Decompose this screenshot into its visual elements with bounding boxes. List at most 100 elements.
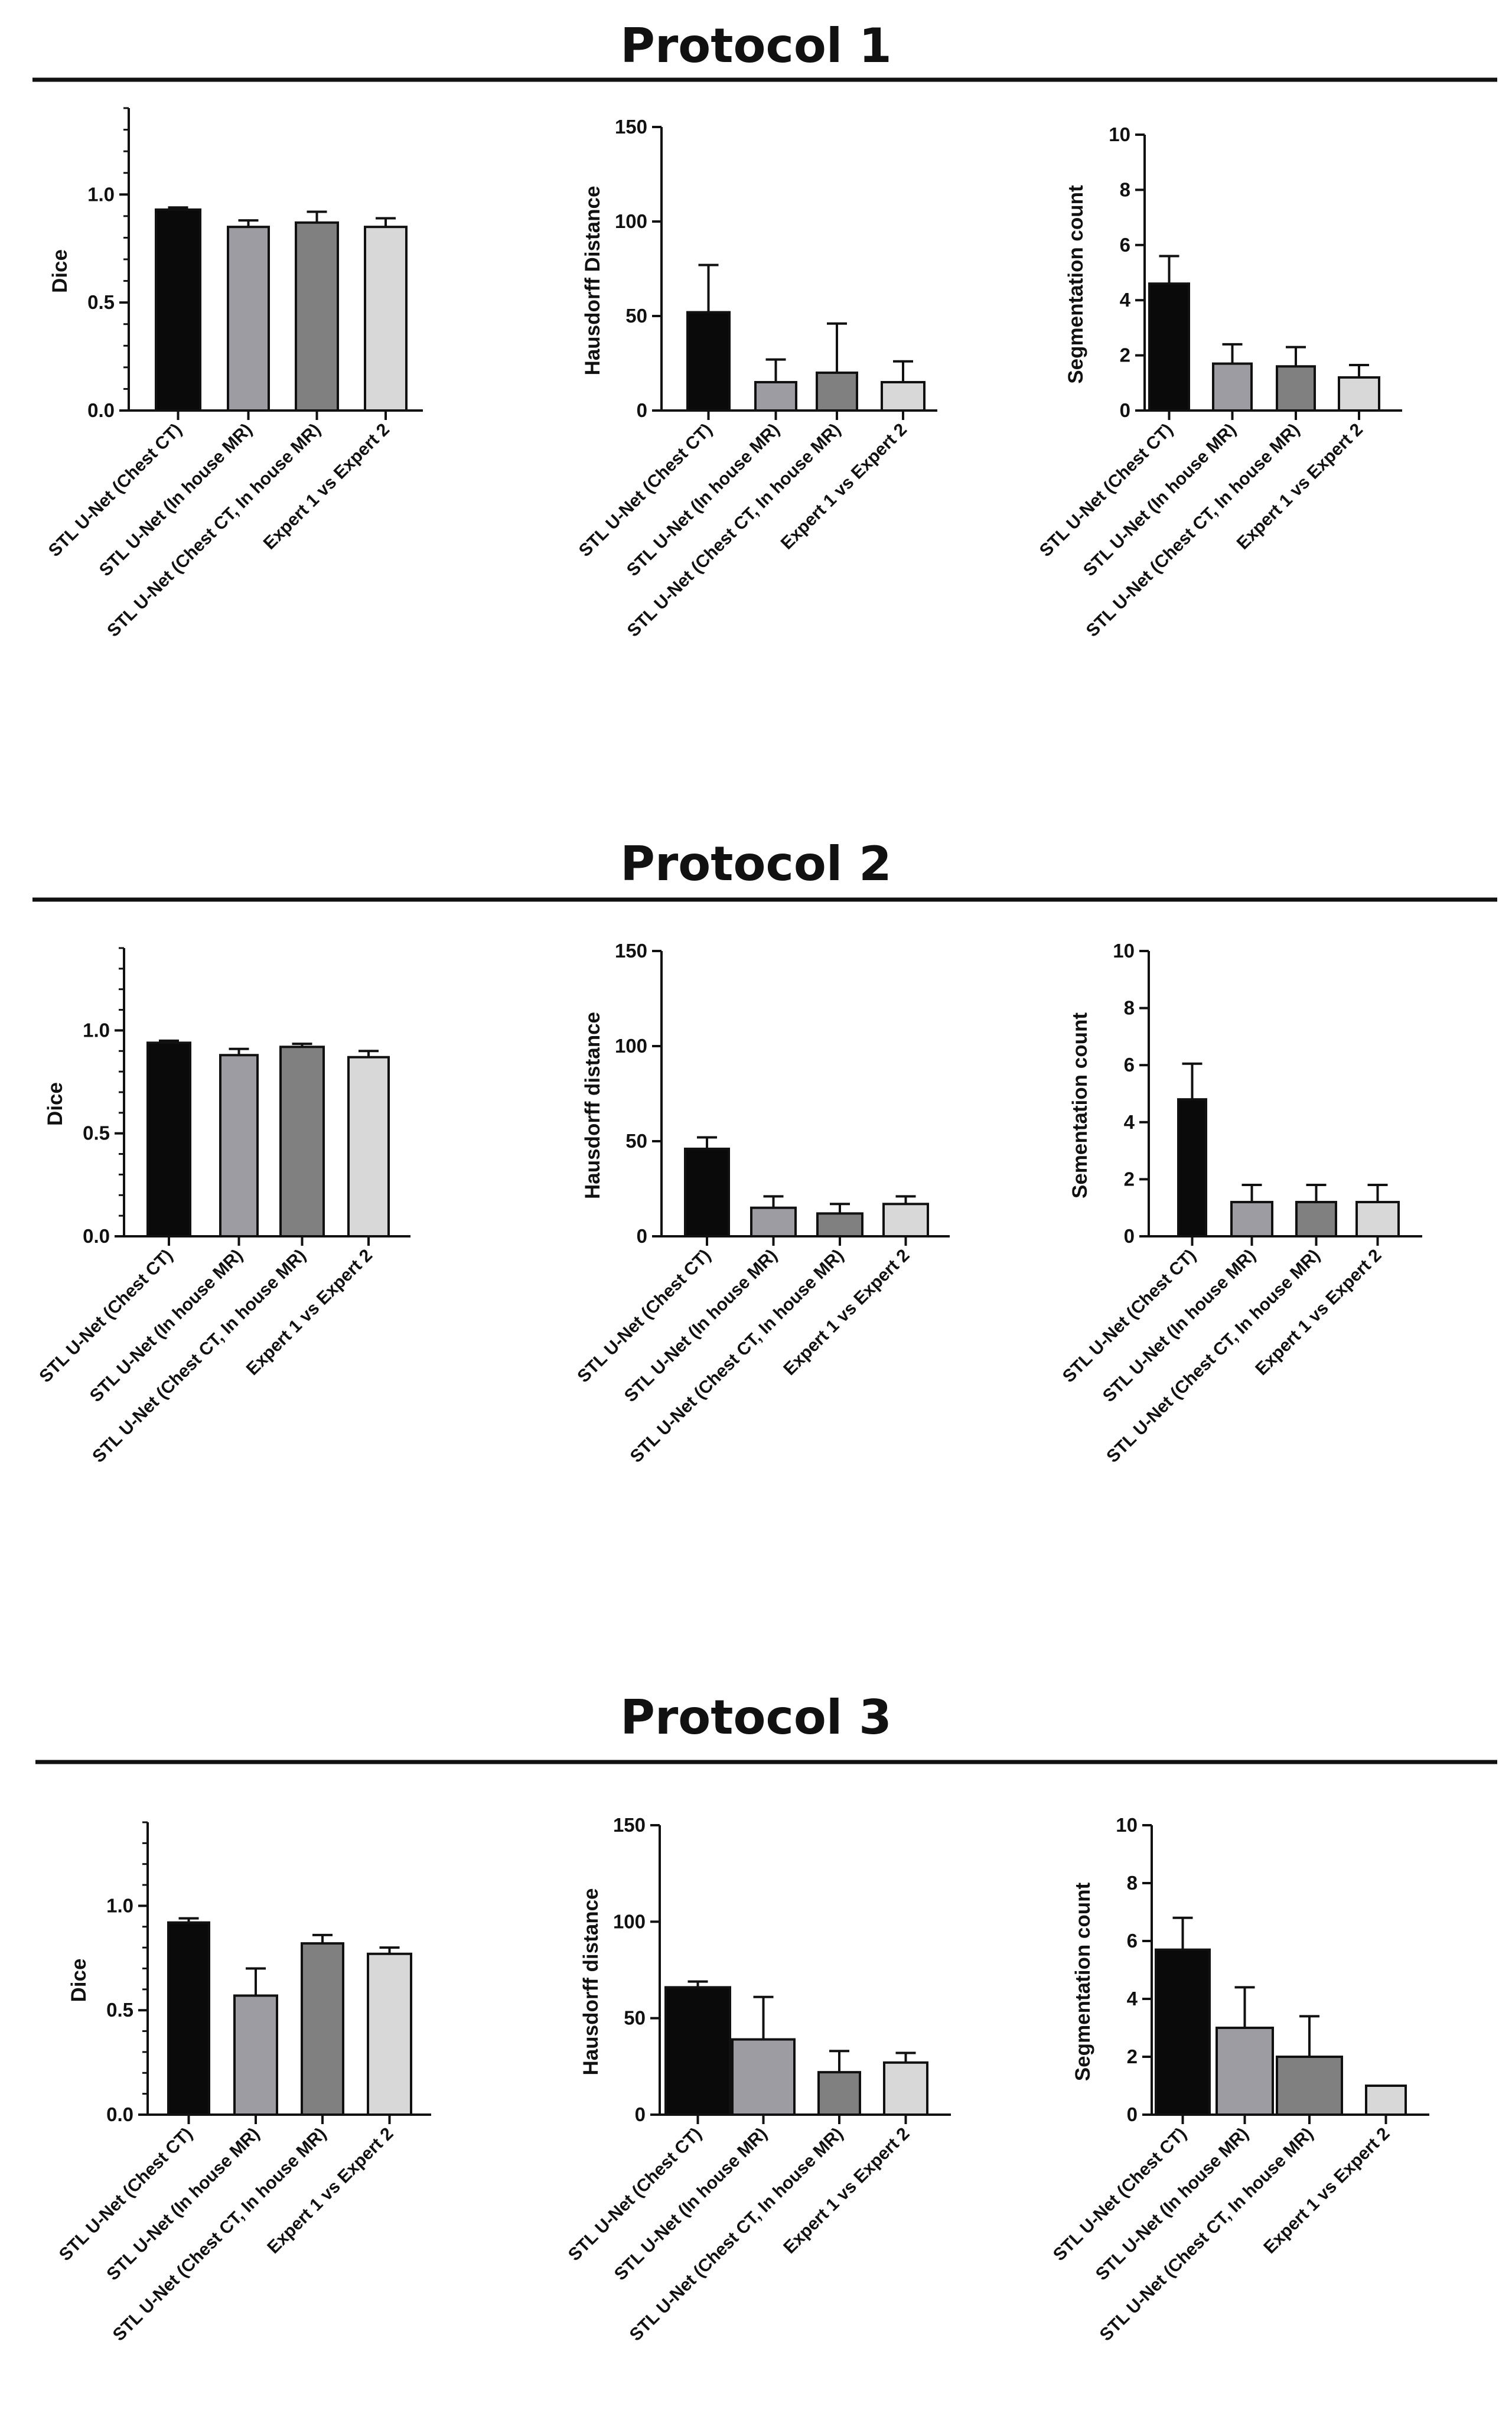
x-category-label: Expert 1 vs Expert 2 bbox=[777, 420, 911, 553]
bar bbox=[816, 1212, 863, 1238]
y-tick-label: 0.5 bbox=[106, 1999, 133, 2021]
y-tick-label: 0 bbox=[637, 1225, 647, 1247]
x-category-label: STL U-Net (Chest CT) bbox=[45, 420, 186, 561]
y-tick-label: 6 bbox=[1124, 1054, 1135, 1076]
y-tick-label: 10 bbox=[1113, 940, 1135, 962]
x-category-label: Expert 1 vs Expert 2 bbox=[780, 1246, 913, 1379]
y-tick-label: 2 bbox=[1124, 1168, 1135, 1190]
y-tick-label: 8 bbox=[1124, 997, 1135, 1019]
y-tick-label: 1.0 bbox=[87, 183, 115, 205]
bar bbox=[219, 1054, 259, 1238]
y-tick-label: 1.0 bbox=[106, 1894, 133, 1916]
bar bbox=[1276, 2056, 1343, 2116]
y-axis-label: Segmentation count bbox=[1064, 185, 1087, 384]
y-tick-label: 4 bbox=[1127, 1988, 1138, 2010]
x-category-label: STL U-Net (Chest CT) bbox=[575, 420, 716, 561]
y-tick-label: 100 bbox=[615, 1035, 647, 1057]
y-tick-label: 0.0 bbox=[106, 2103, 133, 2125]
bar bbox=[301, 1942, 344, 2116]
x-category-label: Expert 1 vs Expert 2 bbox=[243, 1246, 376, 1379]
x-category-label: Expert 1 vs Expert 2 bbox=[260, 420, 393, 553]
bar bbox=[816, 372, 858, 412]
protocol-title: Protocol 1 bbox=[620, 18, 892, 73]
y-tick-label: 0 bbox=[1124, 1225, 1135, 1247]
x-category-label: Expert 1 vs Expert 2 bbox=[263, 2124, 397, 2258]
bar bbox=[227, 226, 270, 412]
y-tick-label: 4 bbox=[1124, 1111, 1135, 1133]
x-category-label: Expert 1 vs Expert 2 bbox=[1260, 2124, 1393, 2258]
y-tick-label: 2 bbox=[1127, 2046, 1138, 2067]
y-axis-label: Hausdorff distance bbox=[581, 1012, 604, 1199]
y-axis-label: Dice bbox=[44, 1082, 67, 1126]
bar bbox=[146, 1041, 191, 1238]
x-category-label: Expert 1 vs Expert 2 bbox=[1233, 420, 1367, 553]
protocol-title: Protocol 2 bbox=[620, 836, 892, 891]
bar bbox=[1216, 2027, 1274, 2116]
y-tick-label: 1.0 bbox=[83, 1019, 110, 1041]
bar bbox=[1148, 282, 1190, 412]
bar bbox=[664, 1986, 731, 2116]
bar bbox=[750, 1206, 797, 1237]
bar bbox=[1355, 1201, 1400, 1238]
bar bbox=[155, 208, 201, 412]
bar bbox=[754, 381, 797, 412]
bar bbox=[1230, 1201, 1273, 1238]
y-tick-label: 6 bbox=[1120, 234, 1130, 256]
y-tick-label: 0.5 bbox=[83, 1122, 110, 1144]
bar bbox=[295, 221, 339, 412]
x-category-label: Expert 1 vs Expert 2 bbox=[780, 2124, 913, 2258]
x-category-label: Expert 1 vs Expert 2 bbox=[1252, 1246, 1385, 1379]
bar bbox=[1212, 362, 1253, 412]
bar bbox=[731, 2038, 796, 2116]
bar bbox=[882, 1203, 929, 1238]
protocol-title: Protocol 3 bbox=[620, 1690, 892, 1745]
y-tick-label: 2 bbox=[1120, 344, 1130, 366]
y-tick-label: 0.0 bbox=[83, 1225, 110, 1247]
bar bbox=[233, 1994, 278, 2116]
y-tick-label: 100 bbox=[615, 210, 647, 232]
y-tick-label: 10 bbox=[1116, 1814, 1138, 1836]
bar bbox=[1295, 1201, 1337, 1238]
y-axis-label: Segmentation count bbox=[1071, 1882, 1094, 2081]
bar bbox=[1276, 365, 1316, 412]
bar bbox=[1338, 376, 1380, 412]
bar bbox=[817, 2071, 861, 2116]
y-tick-label: 0 bbox=[637, 399, 647, 421]
y-tick-label: 8 bbox=[1127, 1872, 1138, 1894]
y-tick-label: 0 bbox=[1127, 2103, 1138, 2125]
bar bbox=[364, 226, 408, 412]
y-axis-label: Sementation count bbox=[1068, 1012, 1091, 1199]
y-tick-label: 50 bbox=[625, 305, 647, 327]
y-tick-label: 4 bbox=[1120, 289, 1131, 311]
x-category-label: STL U-Net (Chest CT) bbox=[35, 1246, 177, 1387]
y-tick-label: 150 bbox=[615, 116, 647, 138]
y-tick-label: 50 bbox=[625, 1130, 647, 1152]
y-tick-label: 0 bbox=[1120, 399, 1130, 421]
bar bbox=[367, 1952, 412, 2116]
y-tick-label: 100 bbox=[613, 1910, 646, 1932]
y-tick-label: 10 bbox=[1109, 123, 1130, 145]
bar bbox=[279, 1046, 325, 1238]
x-category-label: STL U-Net (Chest CT) bbox=[573, 1246, 715, 1387]
x-category-label: STL U-Net (Chest CT) bbox=[565, 2124, 706, 2265]
bar bbox=[684, 1147, 730, 1237]
y-axis-label: Hausdorff distance bbox=[579, 1888, 602, 2076]
y-tick-label: 50 bbox=[624, 2007, 646, 2029]
y-tick-label: 0.0 bbox=[87, 399, 115, 421]
y-axis-label: Dice bbox=[48, 249, 71, 293]
y-axis-label: Hausdorff Distance bbox=[581, 186, 604, 376]
bar bbox=[347, 1056, 390, 1237]
bar bbox=[167, 1921, 210, 2116]
x-category-label: STL U-Net (Chest CT) bbox=[56, 2124, 197, 2265]
y-tick-label: 150 bbox=[615, 940, 647, 962]
y-tick-label: 8 bbox=[1120, 178, 1130, 200]
bar bbox=[686, 311, 731, 412]
y-tick-label: 150 bbox=[613, 1814, 646, 1836]
bar bbox=[1177, 1098, 1207, 1238]
y-axis-label: Dice bbox=[67, 1959, 90, 2002]
y-tick-label: 0.5 bbox=[87, 291, 115, 313]
bar bbox=[1365, 2085, 1407, 2116]
bar bbox=[881, 381, 926, 412]
